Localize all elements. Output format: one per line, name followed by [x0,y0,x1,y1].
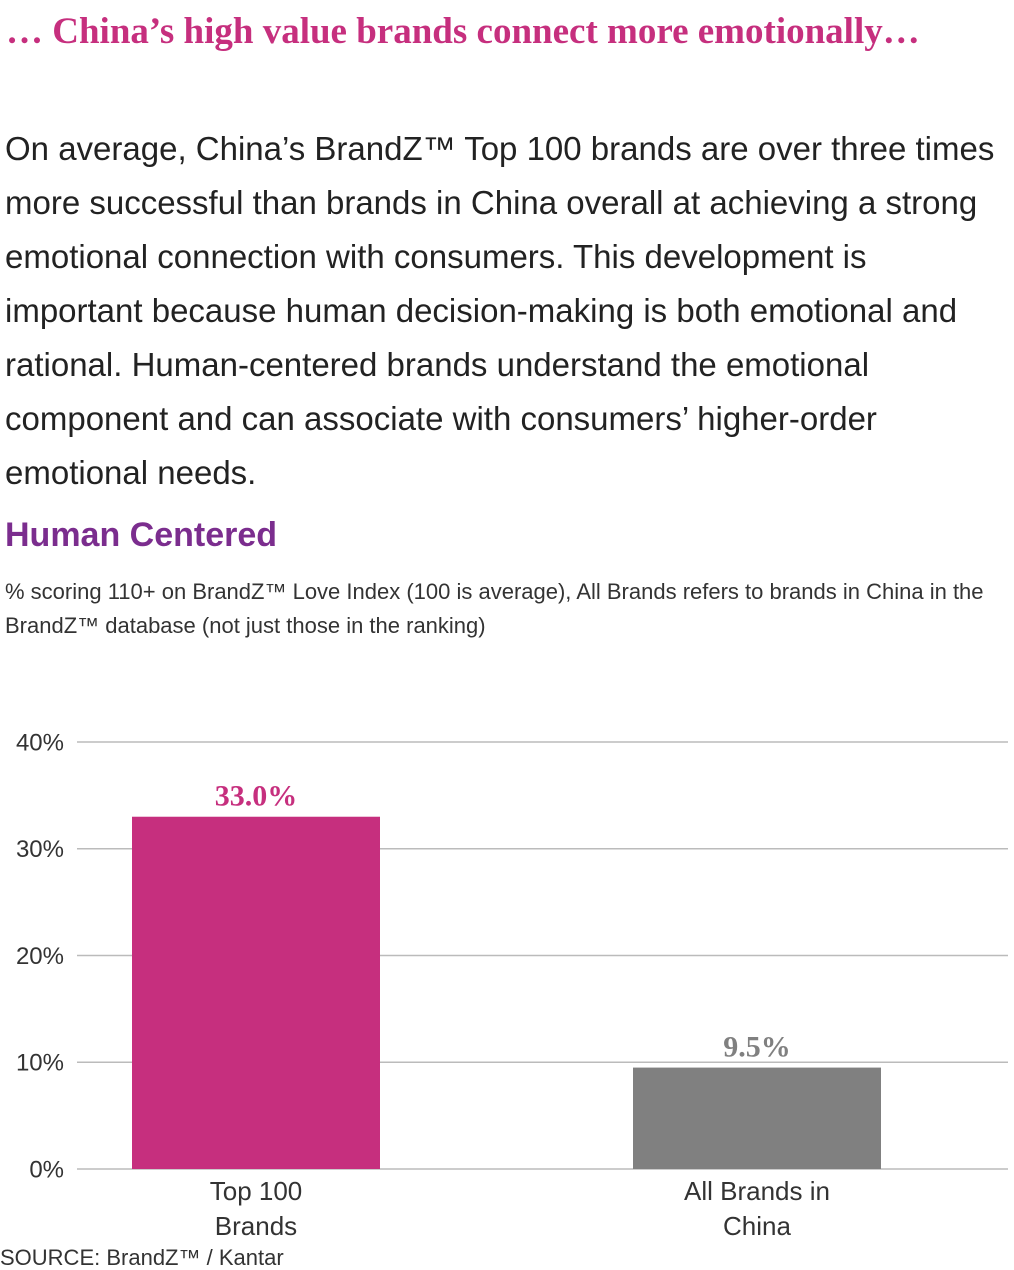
body-text: On average, China’s BrandZ™ Top 100 bran… [5,130,995,491]
y-tick-label: 10% [16,1050,64,1077]
chart-title: Human Centered [5,516,278,554]
bar [633,1067,881,1169]
chart-subtitle: % scoring 110+ on BrandZ™ Love Index (10… [5,579,984,638]
y-tick-label: 40% [16,729,64,756]
value-label: 33.0% [215,780,298,813]
y-tick-label: 30% [16,836,64,863]
bar [132,816,380,1169]
y-tick-label: 0% [29,1156,64,1183]
source: SOURCE: BrandZ™ / Kantar [0,1245,284,1270]
y-tick-label: 20% [16,943,64,970]
x-tick-label: All Brands in China [684,1176,830,1241]
headline: … China’s high value brands connect more… [6,11,920,52]
value-label: 9.5% [723,1030,791,1063]
x-tick-label: Top 100 Brands [209,1176,303,1241]
